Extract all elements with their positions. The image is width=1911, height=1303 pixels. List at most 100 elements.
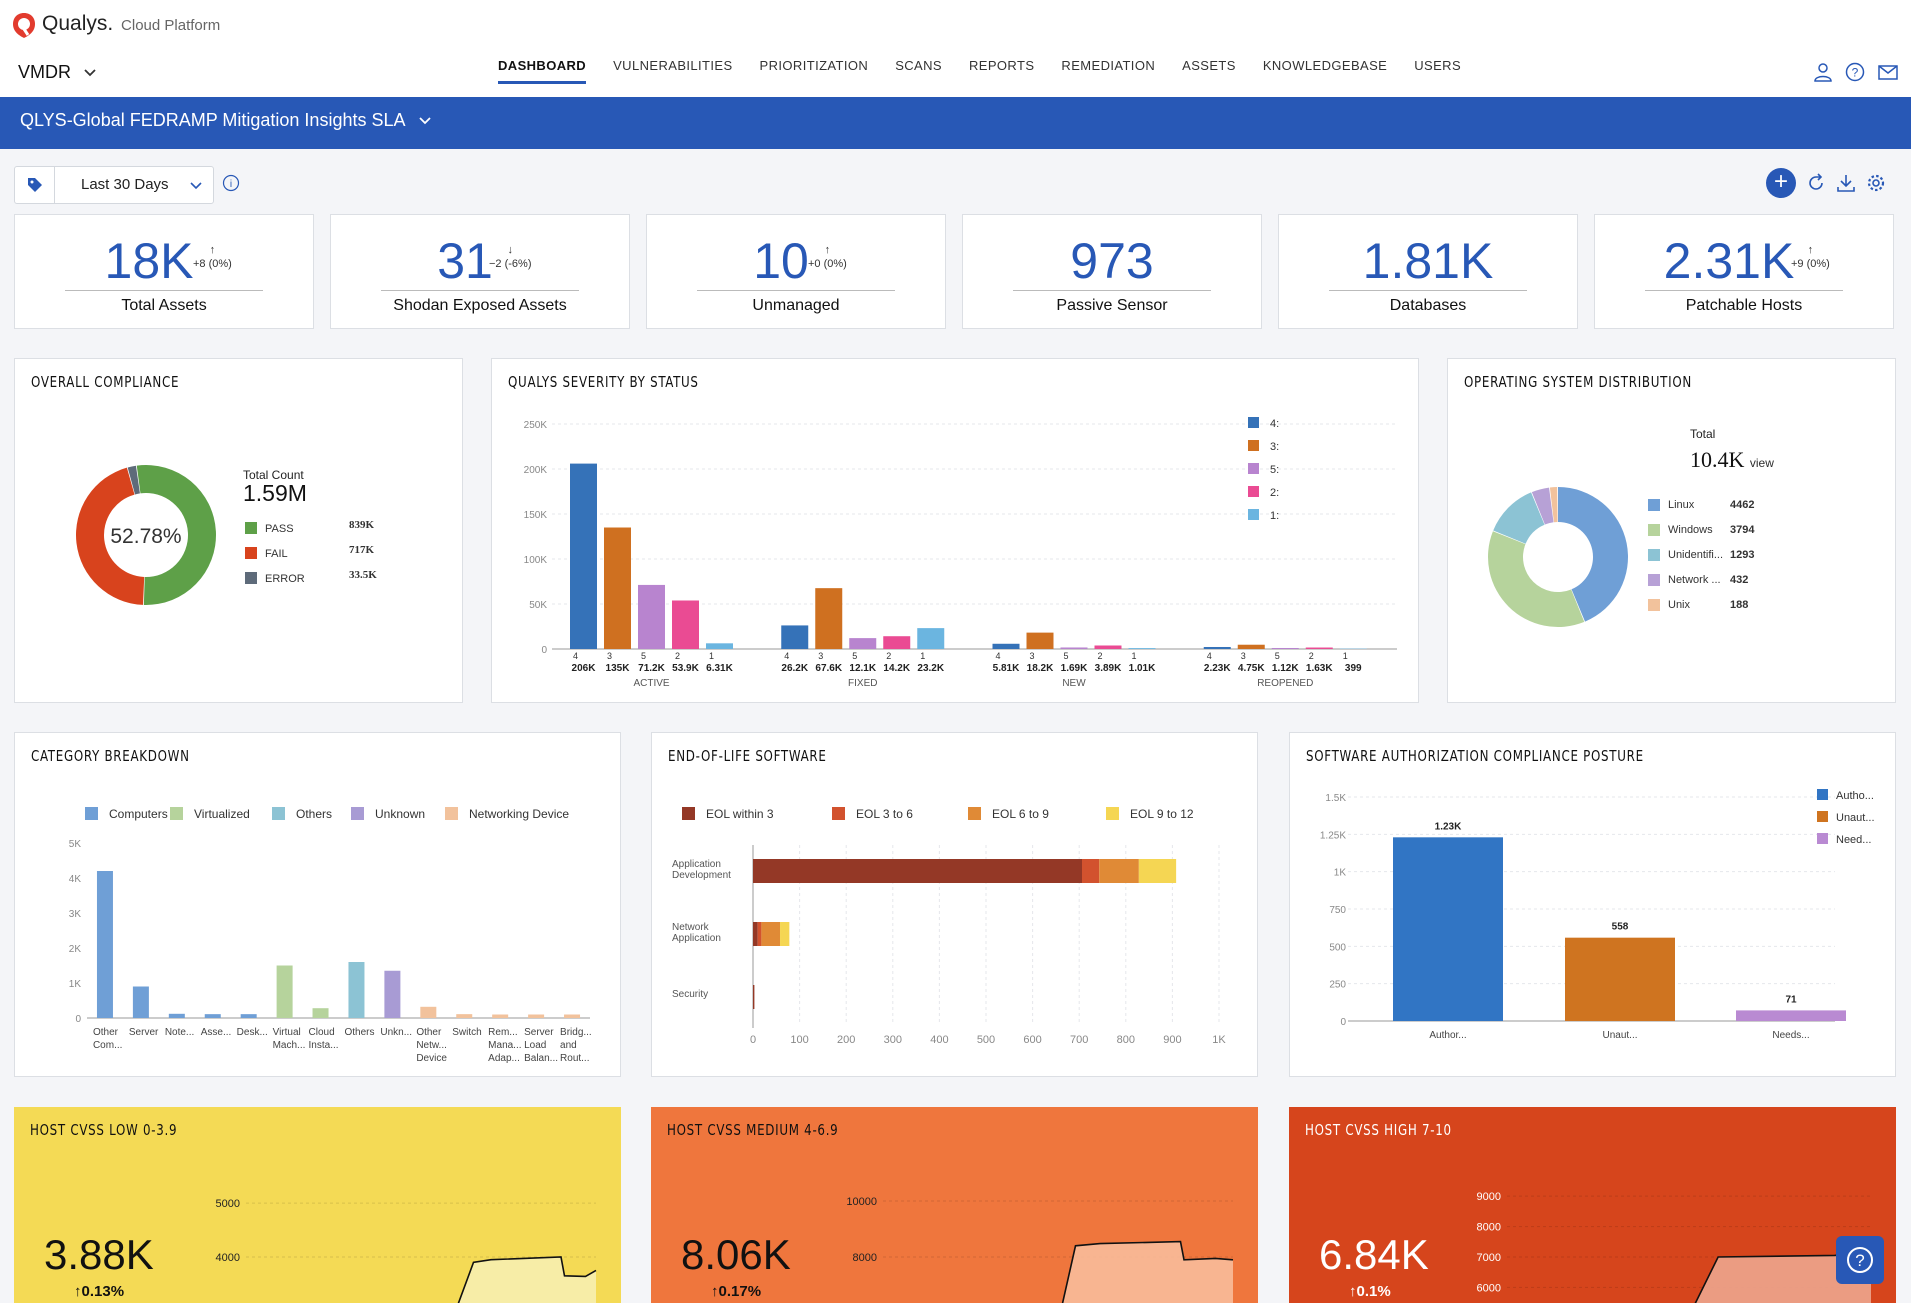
cvss-change-pct: 0.1% (1356, 1283, 1391, 1300)
stat-card-passive-sensor[interactable]: 973 Passive Sensor (962, 214, 1262, 329)
nav-dashboard[interactable]: DASHBOARD (498, 58, 587, 84)
severity-bar-chart: 050K100K150K200K250K4206K3135K571.2K253.… (524, 417, 1397, 689)
bar-severity-label: 4 (996, 651, 1001, 661)
dashboard-banner: QLYS-Global FEDRAMP Mitigation Insights … (0, 97, 1911, 149)
help-chat-button[interactable]: ? (1836, 1236, 1884, 1284)
stat-card-shodan-exposed[interactable]: 31 ↓ −2 (-6%) Shodan Exposed Assets (330, 214, 630, 329)
card-title: HOST CVSS HIGH 7-10 (1305, 1121, 1452, 1139)
chevron-down-icon (84, 68, 96, 76)
stat-card-total-assets[interactable]: 18K ↑ +8 (0%) Total Assets (14, 214, 314, 329)
eol-bar-segment (1099, 859, 1139, 883)
settings-gear-icon[interactable] (1866, 173, 1886, 193)
bar-severity-label: 5 (852, 651, 857, 661)
stat-card-databases[interactable]: 1.81K Databases (1278, 214, 1578, 329)
x-category-label: Asse... (201, 1027, 232, 1038)
nav-scans[interactable]: SCANS (895, 58, 942, 73)
legend-swatch (1817, 833, 1828, 844)
eol-bar-segment (761, 922, 781, 946)
nav-prioritization[interactable]: PRIORITIZATION (759, 58, 869, 73)
module-selector[interactable]: VMDR (18, 62, 97, 83)
arrow-down-icon: ↓ (507, 244, 514, 256)
legend-item-error[interactable]: ERROR 33.5K (245, 569, 385, 594)
y-tick-label: 8000 (853, 1252, 877, 1264)
legend-label: FAIL (265, 548, 288, 560)
legend-swatch (1648, 524, 1660, 537)
legend-swatch (85, 807, 98, 820)
x-tick-label: 200 (837, 1034, 855, 1046)
os-legend-item[interactable]: Unix 188 (1648, 599, 1798, 624)
legend-label: Virtualized (194, 807, 250, 821)
date-range-filter[interactable]: Last 30 Days (14, 166, 214, 204)
nav-vulnerabilities[interactable]: VULNERABILITIES (613, 58, 733, 73)
tag-filter-button[interactable] (15, 167, 55, 203)
nav-users[interactable]: USERS (1414, 58, 1462, 73)
os-legend-item[interactable]: Unidentifi... 1293 (1648, 549, 1798, 574)
user-icon[interactable] (1813, 62, 1833, 82)
cvss-change: ↑0.17% (711, 1283, 761, 1300)
x-category-label: Note... (165, 1027, 194, 1038)
nav-remediation[interactable]: REMEDIATION (1061, 58, 1156, 73)
area-fill (1062, 1241, 1233, 1303)
x-category-label: Rem... (488, 1027, 517, 1038)
refresh-icon[interactable] (1806, 173, 1826, 193)
view-link[interactable]: view (1749, 456, 1774, 470)
svg-text:?: ? (1852, 66, 1859, 80)
y-tick-label: 5K (69, 839, 82, 850)
series-line (1061, 1240, 1234, 1303)
stat-delta-text: +8 (0%) (193, 258, 232, 270)
legend-swatch (245, 546, 257, 559)
main-nav: DASHBOARD VULNERABILITIES PRIORITIZATION… (498, 58, 1461, 84)
software-auth-bar (1393, 837, 1503, 1021)
dashboard-selector[interactable]: QLYS-Global FEDRAMP Mitigation Insights … (20, 110, 432, 131)
x-category-label: Rout... (560, 1053, 589, 1064)
nav-reports[interactable]: REPORTS (968, 58, 1035, 73)
bar-value-label: 1.23K (1435, 821, 1462, 832)
x-category-label: ACTIVE (633, 678, 669, 689)
bar-severity-label: 5 (1064, 651, 1069, 661)
stat-delta: ↑ +0 (0%) (808, 243, 847, 271)
card-title: QUALYS SEVERITY BY STATUS (508, 373, 699, 391)
y-tick-label: 100K (524, 555, 548, 566)
stat-value: 10 (753, 233, 809, 289)
cvss-value: 3.88K (44, 1231, 154, 1278)
severity-bar (570, 463, 597, 649)
y-tick-label: 200K (524, 465, 548, 476)
legend-item-pass[interactable]: PASS 839K (245, 519, 385, 544)
nav-assets[interactable]: ASSETS (1182, 58, 1236, 73)
y-tick-label: 6000 (1477, 1282, 1501, 1294)
legend-item-fail[interactable]: FAIL 717K (245, 544, 385, 569)
os-legend-item[interactable]: Windows 3794 (1648, 524, 1798, 549)
category-bar (528, 1014, 545, 1018)
eol-bar-segment (753, 859, 1082, 883)
legend-swatch (1248, 509, 1259, 520)
severity-bar (706, 643, 733, 649)
x-category-label: Mana... (488, 1040, 521, 1051)
legend-label: 4: (1270, 418, 1279, 430)
bar-value-label: 558 (1612, 922, 1629, 933)
stat-card-unmanaged[interactable]: 10 ↑ +0 (0%) Unmanaged (646, 214, 946, 329)
add-widget-button[interactable]: + (1766, 168, 1796, 198)
compliance-donut-chart: 52.78% (76, 465, 217, 605)
y-tick-label: 1K (69, 979, 82, 990)
mail-icon[interactable] (1877, 62, 1899, 82)
stat-label: Shodan Exposed Assets (393, 297, 567, 314)
help-icon[interactable]: ? (1845, 62, 1865, 82)
category-bar (456, 1014, 473, 1018)
cvss-change: ↑0.13% (74, 1283, 124, 1300)
bar-value-label: 3.89K (1095, 663, 1122, 674)
x-category-label: REOPENED (1257, 678, 1313, 689)
download-icon[interactable] (1836, 173, 1856, 193)
y-tick-label: 7000 (1477, 1252, 1501, 1264)
x-category-label: Com... (93, 1040, 122, 1051)
category-bar (204, 1014, 221, 1018)
stat-value: 1.81K (1362, 233, 1494, 289)
area-fill (1695, 1253, 1871, 1303)
y-tick-label: 250K (524, 420, 548, 431)
nav-knowledgebase[interactable]: KNOWLEDGEBASE (1262, 58, 1388, 73)
bar-value-label: 135K (606, 663, 631, 674)
os-legend-item[interactable]: Network ... 432 (1648, 574, 1798, 599)
os-legend-item[interactable]: Linux 4462 (1648, 499, 1798, 524)
stat-card-patchable-hosts[interactable]: 2.31K ↑ +9 (0%) Patchable Hosts (1594, 214, 1894, 329)
info-icon[interactable]: i (222, 174, 240, 192)
severity-bar (815, 588, 843, 649)
